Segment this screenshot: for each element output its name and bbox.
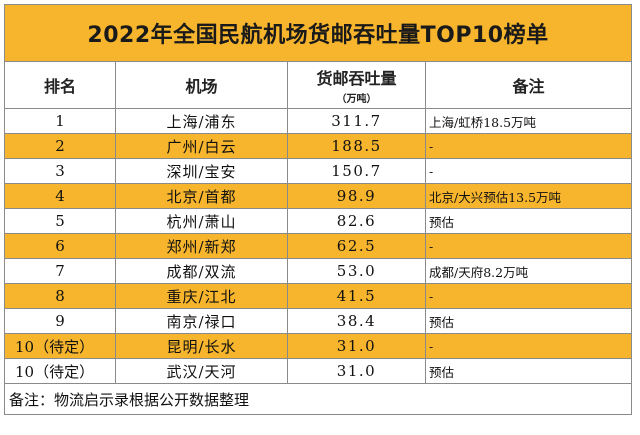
note-cell: - [425,283,632,309]
volume-cell: 53.0 [287,258,426,284]
note-cell: - [425,333,632,359]
rank-cell: 5 [4,208,116,234]
rank-cell: 6 [4,233,116,259]
rank-cell: 4 [4,183,116,209]
table-row: 3 深圳/宝安 150.7 - [4,158,632,184]
airport-cell: 成都/双流 [115,258,288,284]
volume-cell: 41.5 [287,283,426,309]
airport-cell: 杭州/萧山 [115,208,288,234]
table-row: 6 郑州/新郑 62.5 - [4,233,632,259]
table-row: 10（待定） 昆明/长水 31.0 - [4,333,632,359]
table-row: 1 上海/浦东 311.7 上海/虹桥18.5万吨 [4,108,632,134]
volume-cell: 188.5 [287,133,426,159]
note-cell: 预估 [425,208,632,234]
airport-cell: 上海/浦东 [115,108,288,134]
table-row: 2 广州/白云 188.5 - [4,133,632,159]
volume-cell: 38.4 [287,308,426,334]
header-volume-unit: （万吨） [336,94,377,105]
ranking-sheet: 2022年全国民航机场货邮吞吐量TOP10榜单 排名 机场 货邮吞吐量 （万吨）… [4,4,632,430]
airport-cell: 重庆/江北 [115,283,288,309]
header-rank: 排名 [4,61,116,109]
note-cell: - [425,133,632,159]
rank-cell: 8 [4,283,116,309]
table-row: 4 北京/首都 98.9 北京/大兴预估13.5万吨 [4,183,632,209]
rank-cell: 2 [4,133,116,159]
note-cell: 预估 [425,358,632,384]
note-cell: - [425,233,632,259]
table-row: 9 南京/禄口 38.4 预估 [4,308,632,334]
rank-cell: 3 [4,158,116,184]
volume-cell: 150.7 [287,158,426,184]
table-row: 8 重庆/江北 41.5 - [4,283,632,309]
airport-cell: 武汉/天河 [115,358,288,384]
volume-cell: 311.7 [287,108,426,134]
rank-cell: 7 [4,258,116,284]
airport-cell: 南京/禄口 [115,308,288,334]
note-cell: 上海/虹桥18.5万吨 [425,108,632,134]
volume-cell: 82.6 [287,208,426,234]
airport-cell: 昆明/长水 [115,333,288,359]
header-row: 排名 机场 货邮吞吐量 （万吨） 备注 [4,61,632,109]
note-cell: 成都/天府8.2万吨 [425,258,632,284]
rank-cell: 9 [4,308,116,334]
header-note: 备注 [425,61,632,109]
header-airport: 机场 [115,61,288,109]
table-row: 5 杭州/萧山 82.6 预估 [4,208,632,234]
airport-cell: 北京/首都 [115,183,288,209]
note-cell: 北京/大兴预估13.5万吨 [425,183,632,209]
header-volume: 货邮吞吐量 （万吨） [287,61,426,109]
note-cell: 预估 [425,308,632,334]
header-volume-label: 货邮吞吐量 [316,69,397,88]
rank-cell: 1 [4,108,116,134]
table-row: 7 成都/双流 53.0 成都/天府8.2万吨 [4,258,632,284]
note-cell: - [425,158,632,184]
airport-cell: 郑州/新郑 [115,233,288,259]
volume-cell: 31.0 [287,333,426,359]
airport-cell: 深圳/宝安 [115,158,288,184]
airport-cell: 广州/白云 [115,133,288,159]
volume-cell: 98.9 [287,183,426,209]
volume-cell: 31.0 [287,358,426,384]
table-title: 2022年全国民航机场货邮吞吐量TOP10榜单 [4,4,632,62]
ranking-table: 2022年全国民航机场货邮吞吐量TOP10榜单 排名 机场 货邮吞吐量 （万吨）… [4,4,632,415]
rank-cell: 10（待定） [4,358,116,384]
footer-note: 备注：物流启示录根据公开数据整理 [4,383,632,415]
table-row: 10（待定） 武汉/天河 31.0 预估 [4,358,632,384]
rank-cell: 10（待定） [4,333,116,359]
volume-cell: 62.5 [287,233,426,259]
